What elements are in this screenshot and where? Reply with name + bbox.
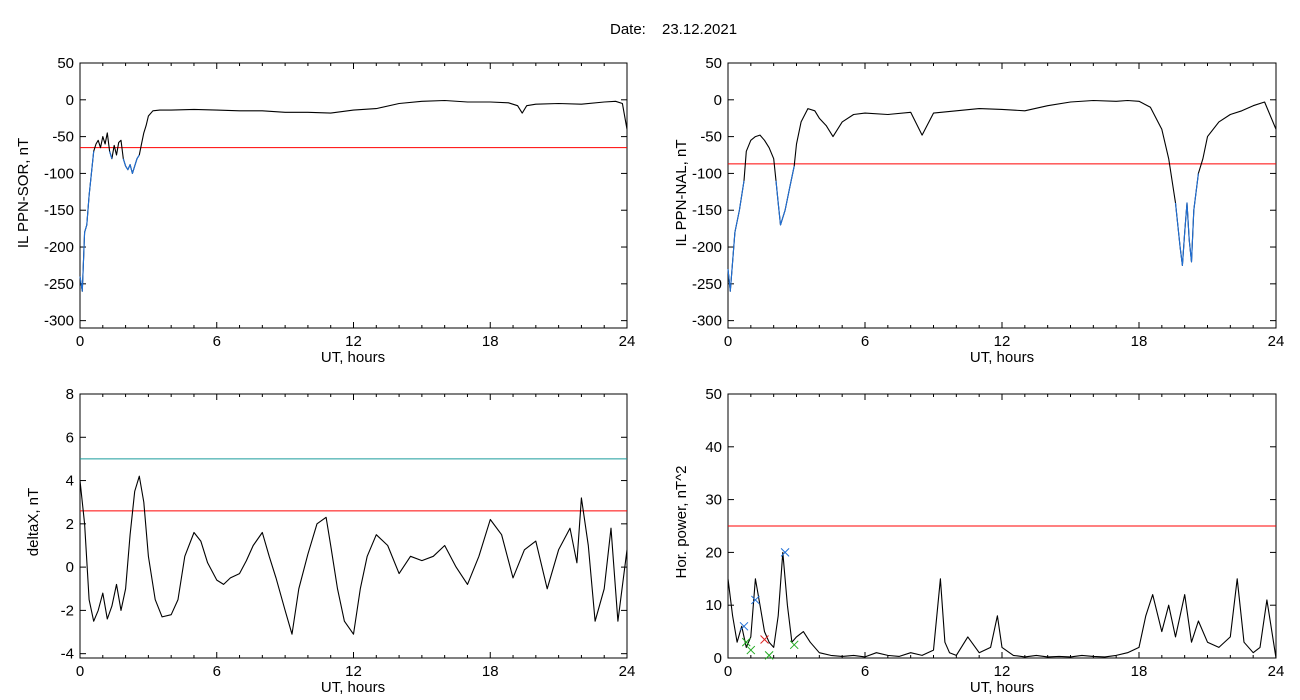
y-tick-label: 10 — [705, 597, 722, 614]
x-tick-label: 0 — [76, 333, 84, 350]
xlabel-deltax: UT, hours — [321, 679, 385, 696]
x-tick-label: 12 — [994, 333, 1011, 350]
y-tick-label: 50 — [705, 55, 722, 72]
y-tick-label: -200 — [692, 239, 722, 256]
panel-nal: IL PPN-NAL, nT UT, hours 0 6 12 18 24 50 0 -50 -… — [673, 55, 1284, 366]
x-tick-label: 18 — [482, 333, 499, 350]
y-tick-label: 50 — [705, 386, 722, 403]
y-tick-label: -300 — [692, 313, 722, 330]
series-line — [727, 99, 1277, 292]
y-tick-label: -100 — [692, 165, 722, 182]
ylabel-deltax: deltaX, nT — [25, 488, 42, 556]
x-tick-label: 12 — [994, 663, 1011, 680]
y-tick-label: -200 — [44, 239, 74, 256]
y-tick-label: -50 — [700, 129, 722, 146]
date-value: 23.12.2021 — [662, 21, 737, 38]
highlight-segment — [1174, 173, 1199, 266]
highlight-segment — [727, 180, 745, 292]
highlight-segment — [109, 151, 113, 159]
x-tick-label: 24 — [619, 333, 636, 350]
highlight-segment — [79, 151, 95, 292]
x-tick-label: 24 — [1268, 333, 1285, 350]
y-tick-label: 0 — [66, 92, 74, 109]
xlabel-nal: UT, hours — [970, 349, 1034, 366]
x-tick-label: 12 — [345, 663, 362, 680]
x-tick-label: 6 — [861, 333, 869, 350]
ylabel-sor: IL PPN-SOR, nT — [15, 138, 32, 248]
date-label: Date: — [610, 21, 646, 38]
highlight-segment — [122, 154, 140, 174]
y-tick-label: 6 — [66, 429, 74, 446]
panel-deltax: deltaX, nT UT, hours 0 6 12 18 24 8 6 4 2 0 -2 -4 — [25, 386, 635, 696]
xlabel-sor: UT, hours — [321, 349, 385, 366]
y-tick-label: -300 — [44, 313, 74, 330]
series-line — [79, 475, 628, 635]
series-line — [79, 99, 628, 292]
y-tick-label: 20 — [705, 544, 722, 561]
y-tick-label: -250 — [44, 276, 74, 293]
y-tick-label: 50 — [57, 55, 74, 72]
x-tick-label: 0 — [724, 663, 732, 680]
y-tick-label: -150 — [692, 202, 722, 219]
series-line — [727, 551, 1277, 659]
x-marker — [751, 595, 760, 605]
y-tick-label: 2 — [66, 516, 74, 533]
x-tick-label: 24 — [619, 663, 636, 680]
y-tick-label: -4 — [61, 646, 74, 663]
plot-frame — [79, 62, 628, 329]
x-tick-label: 18 — [482, 663, 499, 680]
x-tick-label: 6 — [213, 333, 221, 350]
x-tick-label: 6 — [861, 663, 869, 680]
y-tick-label: 40 — [705, 439, 722, 456]
y-tick-label: 0 — [714, 92, 722, 109]
y-tick-label: -2 — [61, 602, 74, 619]
y-tick-label: -100 — [44, 165, 74, 182]
x-tick-label: 18 — [1131, 663, 1148, 680]
xlabel-power: UT, hours — [970, 679, 1034, 696]
x-tick-label: 18 — [1131, 333, 1148, 350]
x-marker — [741, 637, 751, 647]
panel-sor: IL PPN-SOR, nT UT, hours 0 6 12 18 24 50 0 -50 -… — [15, 55, 635, 366]
y-tick-label: 0 — [66, 559, 74, 576]
y-tick-label: -50 — [52, 129, 74, 146]
plot-frame — [727, 62, 1277, 329]
highlight-segment — [775, 165, 795, 226]
y-tick-label: 8 — [66, 386, 74, 403]
x-marker — [789, 640, 799, 650]
ylabel-nal: IL PPN-NAL, nT — [673, 140, 690, 247]
x-tick-label: 0 — [76, 663, 84, 680]
panel-power: Hor. power, nT^2 UT, hours 0 6 12 18 24 50 40 3… — [673, 386, 1284, 696]
ylabel-power: Hor. power, nT^2 — [673, 466, 690, 579]
y-tick-label: 4 — [66, 473, 74, 490]
plot-frame — [79, 393, 628, 659]
x-tick-label: 12 — [345, 333, 362, 350]
x-tick-label: 6 — [213, 663, 221, 680]
x-marker — [764, 651, 774, 660]
x-marker — [739, 621, 749, 631]
x-marker — [780, 548, 790, 557]
x-tick-label: 0 — [724, 333, 732, 350]
y-tick-label: -150 — [44, 202, 74, 219]
y-tick-label: 0 — [714, 650, 722, 667]
y-tick-label: -250 — [692, 276, 722, 293]
x-marker — [760, 635, 769, 644]
x-marker — [746, 645, 756, 655]
x-tick-label: 24 — [1268, 663, 1285, 680]
y-tick-label: 30 — [705, 492, 722, 509]
